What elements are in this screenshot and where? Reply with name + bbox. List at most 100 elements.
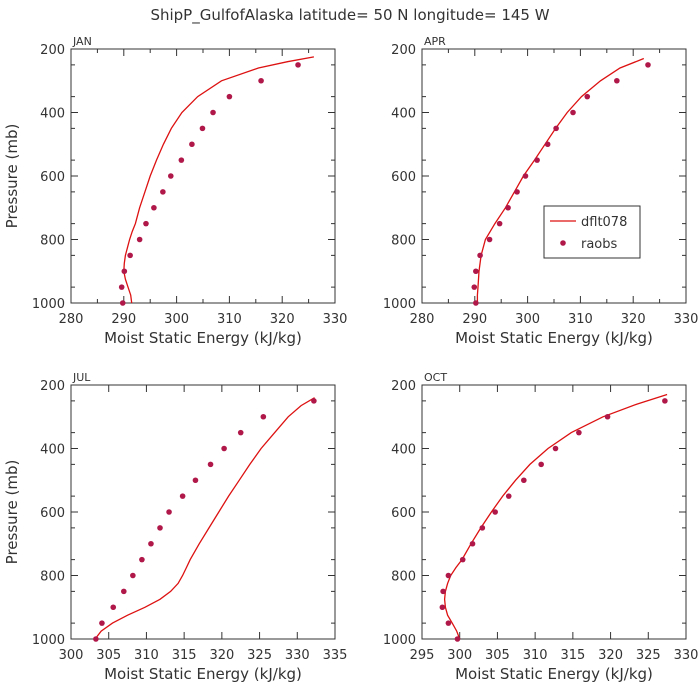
y-tick-label: 400: [391, 443, 416, 458]
y-tick-label: 600: [391, 170, 416, 185]
data-point-raobs: [604, 413, 611, 420]
y-tick-label: 600: [391, 506, 416, 521]
x-tick-label: 305: [485, 648, 510, 663]
y-tick-label: 600: [40, 506, 65, 521]
data-point-raobs: [210, 109, 216, 116]
panel-apr: APR 280 290 300 310 320 330 200 400 600 800 1000 Moi…: [383, 35, 699, 347]
data-point-raobs: [166, 509, 172, 515]
data-point-raobs: [295, 62, 301, 68]
y-axis-label: Pressure (mb): [3, 460, 21, 565]
data-point-raobs: [570, 109, 576, 116]
data-point-raobs: [110, 604, 117, 611]
x-axis-label: Moist Static Energy (kJ/kg): [104, 329, 302, 347]
panel-label: OCT: [424, 371, 447, 384]
legend-model-label: dflt078: [581, 215, 627, 230]
x-tick-label: 320: [598, 648, 623, 663]
x-tick-label: 310: [568, 312, 593, 327]
data-point-raobs: [118, 284, 125, 290]
data-point-raobs: [477, 252, 483, 259]
panel-label: JAN: [72, 35, 92, 48]
data-point-raobs: [121, 588, 127, 595]
panel-label: JUL: [72, 371, 91, 384]
x-tick-label: 320: [621, 312, 646, 327]
plot-frame: [421, 48, 687, 304]
x-tick-label: 325: [247, 648, 272, 663]
x-tick-label: 335: [323, 648, 348, 663]
data-point-raobs: [522, 173, 529, 179]
x-axis-label: Moist Static Energy (kJ/kg): [455, 665, 653, 683]
x-tick-label: 295: [410, 648, 435, 663]
plot-frame: [421, 384, 687, 640]
data-point-raobs: [160, 189, 166, 195]
y-tick-label: 800: [391, 234, 416, 249]
x-tick-label: 310: [523, 648, 548, 663]
data-point-raobs: [260, 413, 267, 420]
y-tick-label: 400: [40, 443, 65, 458]
data-point-raobs: [258, 77, 264, 84]
y-tick-label: 400: [40, 107, 65, 122]
x-tick-label: 320: [270, 312, 295, 327]
panel-oct: OCT 295 300 305 310 315 320 325 330 200 400 600 800 1…: [383, 371, 699, 683]
series-line-dflt078: [476, 57, 645, 303]
x-tick-label: 310: [134, 648, 159, 663]
series-line-dflt078: [123, 56, 315, 304]
data-point-raobs: [471, 284, 478, 290]
data-point-raobs: [534, 157, 540, 163]
data-point-raobs: [130, 572, 136, 579]
x-tick-label: 290: [111, 312, 136, 327]
data-point-raobs: [237, 429, 244, 436]
data-point-raobs: [139, 556, 145, 563]
x-tick-label: 280: [410, 312, 435, 327]
data-point-raobs: [552, 445, 559, 452]
data-point-raobs: [151, 204, 157, 211]
plot-frame: [70, 384, 336, 640]
series-line-dflt078: [443, 393, 668, 640]
x-tick-label: 330: [674, 312, 699, 327]
data-point-raobs: [473, 268, 479, 275]
x-tick-label: 320: [209, 648, 234, 663]
x-tick-label: 300: [447, 648, 472, 663]
y-tick-label: 1000: [32, 633, 65, 648]
x-tick-label: 315: [172, 648, 197, 663]
y-tick-label: 200: [391, 43, 416, 58]
data-point-raobs: [662, 398, 668, 404]
data-point-raobs: [505, 493, 512, 499]
data-point-raobs: [167, 173, 174, 179]
panels: JAN 280 290 300 310 320 330 200 400 600 800 1000 Moi…: [3, 35, 698, 683]
data-point-raobs: [445, 572, 452, 579]
y-tick-label: 200: [391, 379, 416, 394]
data-point-raobs: [127, 252, 133, 259]
x-tick-label: 330: [674, 648, 699, 663]
data-point-raobs: [521, 477, 527, 484]
data-point-raobs: [439, 604, 446, 611]
x-tick-label: 330: [323, 312, 348, 327]
data-point-raobs: [469, 540, 476, 547]
y-tick-label: 600: [40, 170, 65, 185]
data-point-raobs: [614, 77, 620, 84]
x-tick-label: 300: [59, 648, 84, 663]
y-axis-label: Pressure (mb): [3, 124, 21, 229]
legend-box: [543, 205, 641, 259]
panel-jul: JUL 300 305 310 315 320 325 330 335 200 400 600 800 1…: [3, 371, 347, 683]
panel-jan: JAN 280 290 300 310 320 330 200 400 600 800 1000 Moi…: [3, 35, 347, 347]
series-line-dflt078: [94, 397, 315, 640]
data-point-raobs: [192, 477, 199, 484]
panel-label: APR: [424, 35, 446, 48]
x-tick-label: 330: [285, 648, 310, 663]
data-point-raobs: [99, 620, 105, 626]
data-point-raobs: [459, 556, 466, 563]
data-point-raobs: [486, 236, 493, 243]
data-point-raobs: [179, 493, 186, 499]
data-point-raobs: [148, 540, 154, 547]
data-point-raobs: [445, 620, 452, 626]
data-point-raobs: [496, 220, 503, 227]
data-point-raobs: [93, 636, 99, 642]
data-point-raobs: [121, 268, 128, 275]
legend: dflt078 raobs: [543, 205, 641, 259]
data-point-raobs: [473, 300, 479, 306]
x-tick-label: 280: [59, 312, 84, 327]
x-axis-label: Moist Static Energy (kJ/kg): [104, 665, 302, 683]
data-point-raobs: [479, 525, 486, 531]
legend-dot-swatch: [560, 240, 566, 246]
